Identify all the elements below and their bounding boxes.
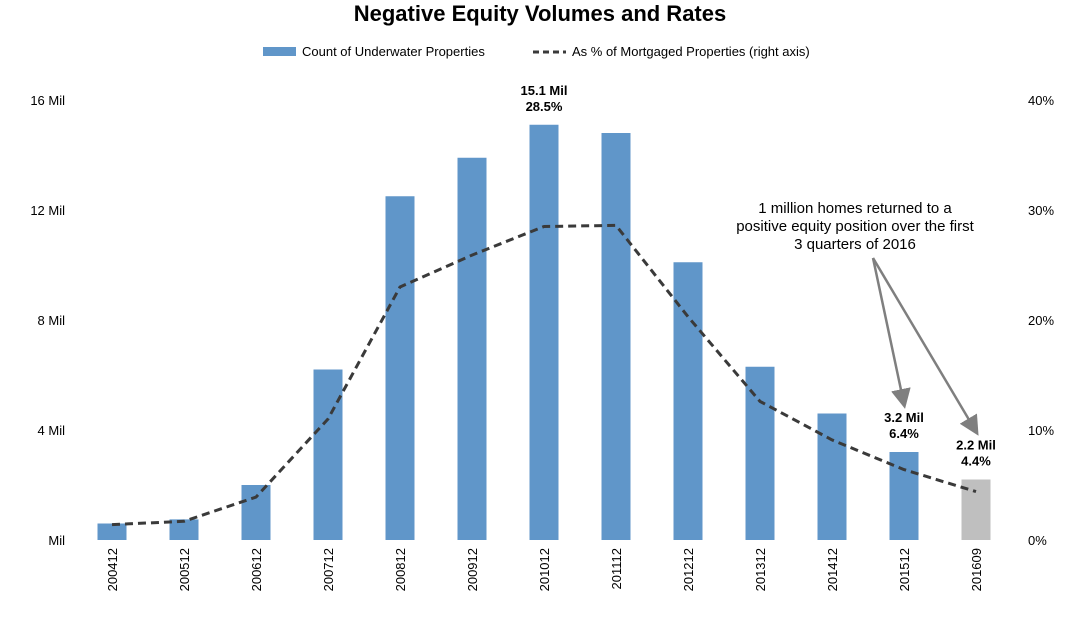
data-label-201012: 15.1 Mil (521, 83, 568, 98)
x-tick-label: 200512 (177, 548, 192, 591)
y-left-tick-label: 8 Mil (38, 313, 66, 328)
data-label-201012: 28.5% (526, 99, 563, 114)
x-tick-label: 201012 (537, 548, 552, 591)
x-tick-label: 201312 (753, 548, 768, 591)
bar-201412 (818, 414, 847, 541)
bar-201012 (530, 125, 559, 540)
x-tick-label: 201609 (969, 548, 984, 591)
y-left-tick-label: Mil (48, 533, 65, 548)
x-tick-label: 201212 (681, 548, 696, 591)
legend-label-bar: Count of Underwater Properties (302, 44, 485, 59)
x-tick-label: 201412 (825, 548, 840, 591)
y-right-tick-label: 40% (1028, 93, 1054, 108)
bar-201312 (746, 367, 775, 540)
bar-201112 (602, 133, 631, 540)
data-label-201609: 2.2 Mil (956, 438, 996, 453)
x-tick-label: 200812 (393, 548, 408, 591)
x-tick-label: 200712 (321, 548, 336, 591)
y-left-tick-label: 4 Mil (38, 423, 66, 438)
bar-200812 (386, 196, 415, 540)
annotation-text-line: 1 million homes returned to a (758, 200, 952, 217)
y-right-tick-label: 10% (1028, 423, 1054, 438)
data-label-201512: 6.4% (889, 426, 919, 441)
data-label-201609: 4.4% (961, 454, 991, 469)
legend-bar-swatch (263, 47, 296, 56)
bar-200412 (98, 524, 127, 541)
y-right-tick-label: 0% (1028, 533, 1047, 548)
bar-series (98, 125, 991, 540)
data-label-201512: 3.2 Mil (884, 410, 924, 425)
legend-label-line: As % of Mortgaged Properties (right axis… (572, 44, 810, 59)
x-tick-label: 201112 (609, 548, 624, 589)
y-left-tick-label: 12 Mil (30, 203, 65, 218)
annotation-arrow-201609 (873, 258, 976, 432)
annotation-text-line: 3 quarters of 2016 (794, 236, 916, 253)
x-tick-label: 200612 (249, 548, 264, 591)
chart-title: Negative Equity Volumes and Rates (354, 1, 726, 26)
y-right-tick-label: 30% (1028, 203, 1054, 218)
x-tick-label: 201512 (897, 548, 912, 591)
annotation-text-line: positive equity position over the first (736, 218, 974, 235)
x-tick-label: 200912 (465, 548, 480, 591)
x-tick-label: 200412 (105, 548, 120, 591)
legend: Count of Underwater Properties As % of M… (263, 44, 810, 59)
bar-200612 (242, 485, 271, 540)
bar-200912 (458, 158, 487, 540)
y-left-tick-label: 16 Mil (30, 93, 65, 108)
bar-200712 (314, 370, 343, 541)
y-right-tick-label: 20% (1028, 313, 1054, 328)
annotation-arrow-201512 (873, 258, 904, 404)
